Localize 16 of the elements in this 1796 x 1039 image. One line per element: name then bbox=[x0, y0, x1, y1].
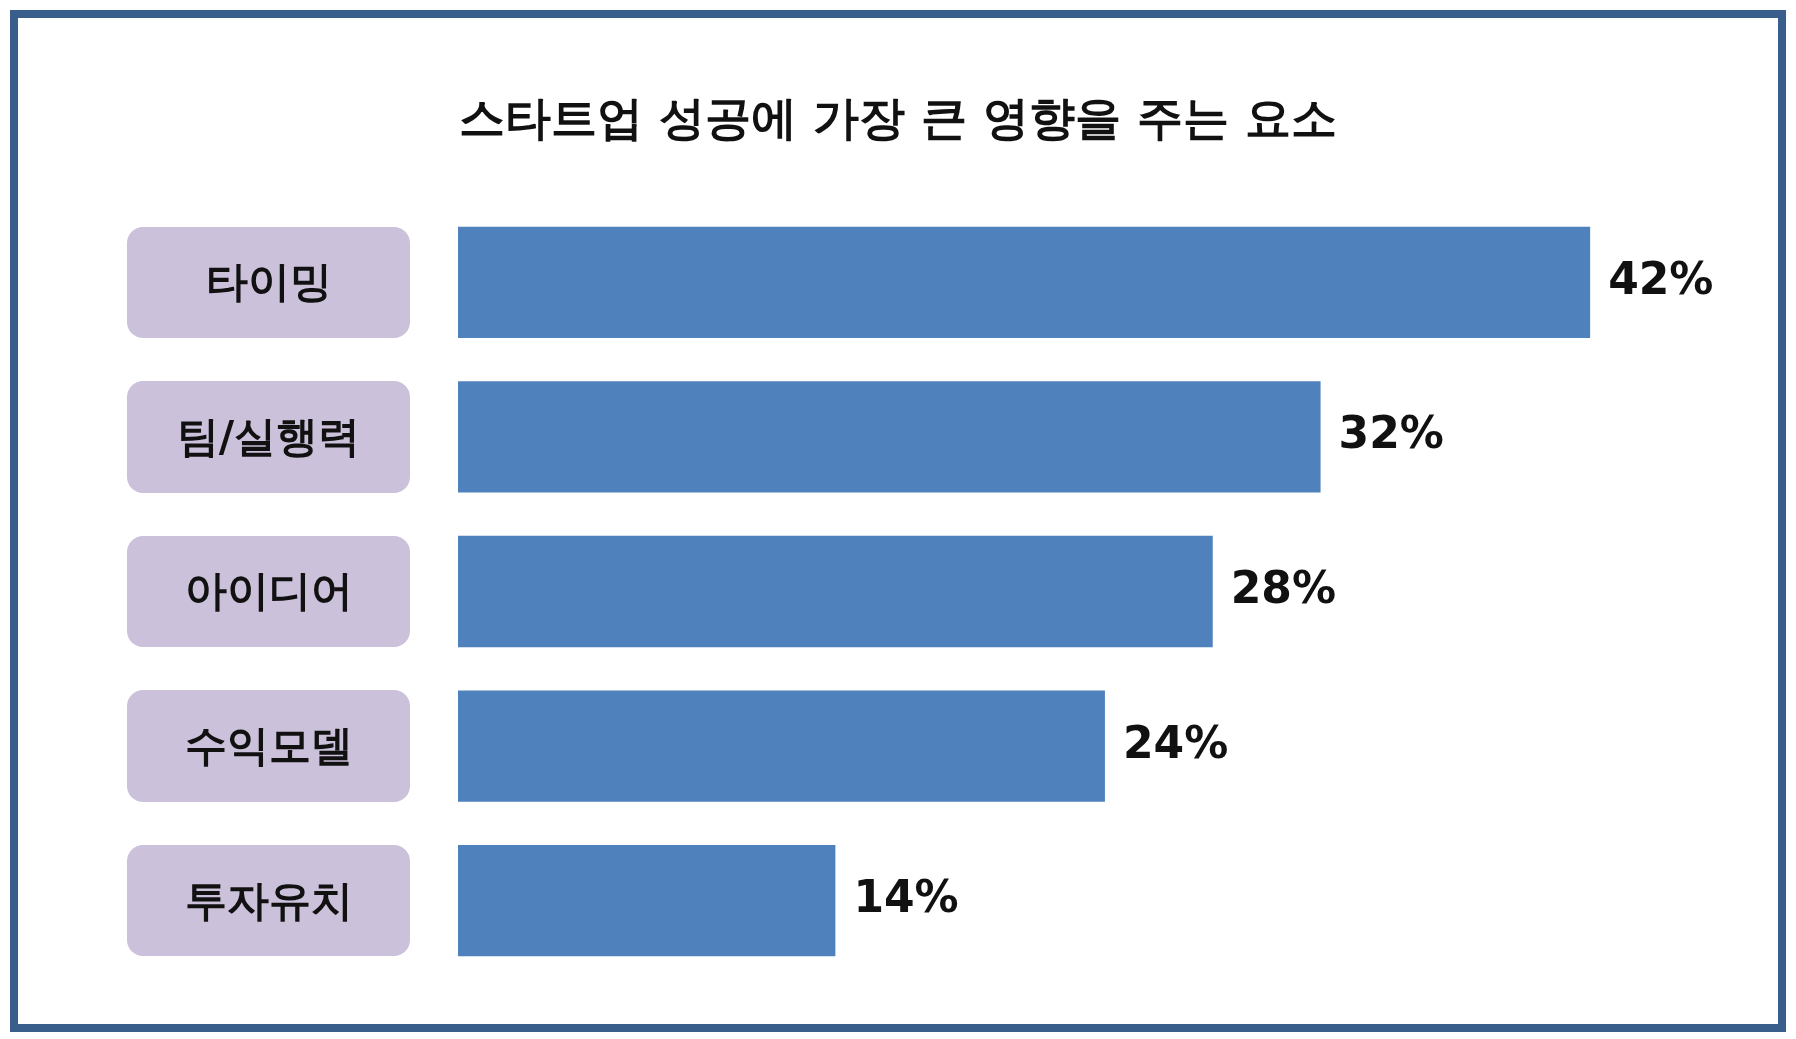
bar bbox=[458, 690, 1105, 802]
data-label: 24% bbox=[1122, 716, 1229, 768]
data-label: 28% bbox=[1230, 561, 1337, 613]
bar bbox=[458, 845, 836, 957]
data-label: 32% bbox=[1338, 407, 1444, 459]
label-pill: 투자유치 bbox=[127, 845, 410, 957]
data-label: 14% bbox=[853, 871, 959, 923]
label-pill: 수익모델 bbox=[127, 690, 410, 802]
data-label: 42% bbox=[1608, 252, 1714, 304]
bar bbox=[458, 381, 1321, 493]
bar bbox=[458, 226, 1591, 338]
label-pill: 팀/실행력 bbox=[127, 381, 410, 493]
label-pill: 아이디어 bbox=[127, 535, 410, 648]
bar bbox=[458, 535, 1213, 648]
chart-title: 스타트업 성공에 가장 큰 영향을 주는 요소 bbox=[457, 90, 1339, 147]
label-pill: 타이밍 bbox=[127, 226, 410, 338]
